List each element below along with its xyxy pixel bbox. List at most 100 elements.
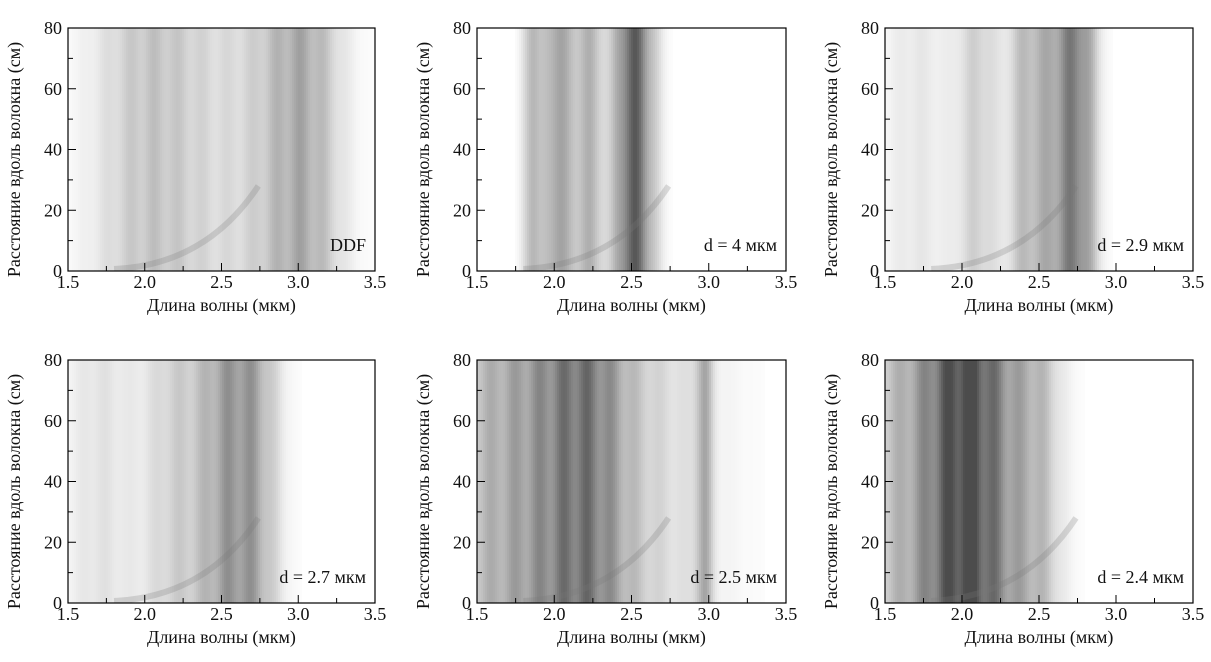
heatmap-stripe — [711, 360, 713, 603]
y-tick-label: 40 — [44, 472, 62, 492]
y-tick-label: 40 — [44, 140, 62, 160]
heatmap-stripe — [114, 28, 116, 271]
heatmap-stripe — [637, 28, 639, 271]
heatmap-stripe — [288, 28, 290, 271]
heatmap-stripe — [1033, 28, 1035, 271]
heatmap-stripe — [1021, 28, 1023, 271]
heatmap-stripe — [527, 28, 529, 271]
heatmap-stripe — [1055, 360, 1057, 603]
heatmap-stripe — [543, 360, 545, 603]
heatmap-stripe — [118, 360, 120, 603]
heatmap-stripe — [304, 28, 306, 271]
heatmap-stripe — [98, 360, 100, 603]
heatmap-stripe — [985, 28, 987, 271]
heatmap-stripe — [214, 28, 216, 271]
heatmap-stripe — [260, 28, 262, 271]
heatmap-stripe — [709, 360, 711, 603]
heatmap-stripe — [302, 28, 304, 271]
heatmap-stripe — [485, 360, 487, 603]
heatmap-stripe — [234, 360, 236, 603]
heatmap-stripe — [963, 28, 965, 271]
annotation: DDF — [330, 235, 366, 255]
heatmap-stripe — [154, 28, 156, 271]
heatmap-stripe — [146, 28, 148, 271]
heatmap-stripe — [162, 360, 164, 603]
heatmap-stripe — [639, 28, 641, 271]
heatmap-stripe — [252, 360, 254, 603]
heatmap-stripe — [665, 360, 667, 603]
x-tick-label: 2.0 — [134, 604, 157, 624]
heatmap-stripe — [184, 360, 186, 603]
heatmap-stripe — [78, 360, 80, 603]
heatmap-stripe — [687, 360, 689, 603]
heatmap-stripe — [240, 360, 242, 603]
heatmap-stripe — [581, 28, 583, 271]
heatmap-stripe — [929, 28, 931, 271]
heatmap-stripe — [338, 28, 340, 271]
heatmap-stripe — [130, 360, 132, 603]
heatmap-stripe — [1101, 28, 1103, 271]
heatmap-stripe — [346, 28, 348, 271]
heatmap-stripe — [605, 360, 607, 603]
heatmap-stripe — [94, 28, 96, 271]
heatmap-stripe — [284, 360, 286, 603]
heatmap-stripe — [993, 28, 995, 271]
heatmap-stripe — [164, 28, 166, 271]
heatmap-stripe — [210, 360, 212, 603]
heatmap-stripe — [969, 360, 971, 603]
heatmap-stripe — [555, 28, 557, 271]
heatmap-stripe — [126, 360, 128, 603]
heatmap-stripe — [270, 28, 272, 271]
y-tick-label: 60 — [861, 79, 879, 99]
heatmap-stripe — [1053, 360, 1055, 603]
heatmap-stripe — [537, 360, 539, 603]
heatmap-stripe — [180, 28, 182, 271]
x-axis-label: Длина волны (мкм) — [557, 627, 706, 648]
heatmap-stripe — [519, 28, 521, 271]
heatmap-stripe — [975, 360, 977, 603]
heatmap-stripe — [995, 28, 997, 271]
heatmap-stripe — [1019, 28, 1021, 271]
heatmap-stripe — [240, 28, 242, 271]
heatmap-stripe — [649, 360, 651, 603]
heatmap-stripe — [90, 28, 92, 271]
heatmap-stripe — [1083, 360, 1085, 603]
heatmap-stripe — [671, 360, 673, 603]
heatmap-stripe — [182, 360, 184, 603]
heatmap-stripe — [635, 360, 637, 603]
heatmap-stripe — [617, 28, 619, 271]
heatmap-stripe — [1045, 28, 1047, 271]
heatmap-stripe — [1055, 28, 1057, 271]
heatmap-stripe — [1071, 28, 1073, 271]
heatmap-stripe — [100, 360, 102, 603]
heatmap-stripe — [134, 360, 136, 603]
heatmap-stripe — [923, 28, 925, 271]
heatmap-stripe — [1085, 28, 1087, 271]
heatmap-bg — [68, 28, 375, 271]
heatmap-stripe — [955, 360, 957, 603]
heatmap-stripe — [1053, 28, 1055, 271]
heatmap-stripe — [1013, 28, 1015, 271]
heatmap-stripe — [1069, 28, 1071, 271]
heatmap-stripe — [266, 28, 268, 271]
heatmap-stripe — [525, 360, 527, 603]
heatmap-stripe — [913, 360, 915, 603]
heatmap-stripe — [1047, 360, 1049, 603]
heatmap-stripe — [909, 360, 911, 603]
x-tick-label: 3.5 — [1182, 604, 1205, 624]
heatmap-stripe — [981, 28, 983, 271]
heatmap-stripe — [186, 360, 188, 603]
heatmap-stripe — [1089, 28, 1091, 271]
panel: 1.5 2.0 2.5 3.0 3.5 0 20 40 60 80 Длина волны (мкм… — [413, 18, 797, 316]
heatmap-stripe — [1079, 28, 1081, 271]
heatmap-stripe — [727, 360, 729, 603]
heatmap-stripe — [1051, 360, 1053, 603]
x-tick-label: 3.5 — [1182, 272, 1205, 292]
heatmap-stripe — [314, 28, 316, 271]
heatmap-stripe — [190, 28, 192, 271]
x-tick-label: 2.5 — [1028, 272, 1051, 292]
heatmap-stripe — [937, 28, 939, 271]
heatmap-stripe — [206, 360, 208, 603]
heatmap-stripe — [236, 360, 238, 603]
heatmap-stripe — [96, 28, 98, 271]
